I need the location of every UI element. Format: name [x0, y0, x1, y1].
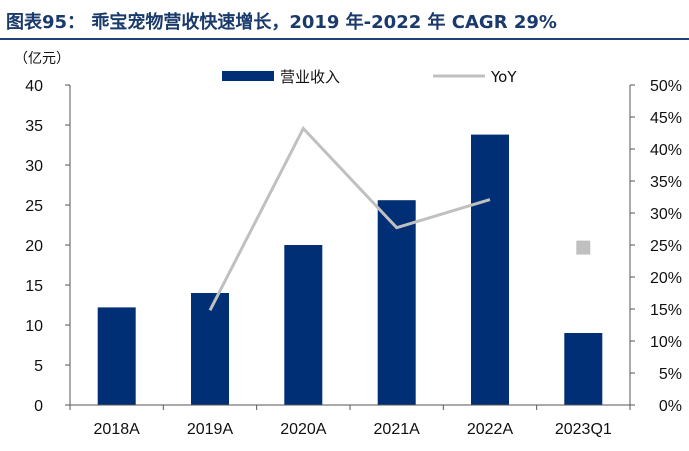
left-tick-label: 0 — [34, 398, 43, 415]
right-tick-label: 35% — [650, 174, 682, 191]
right-tick-label: 30% — [650, 206, 682, 223]
right-tick-label: 0% — [659, 398, 682, 415]
left-tick-label: 30 — [25, 158, 43, 175]
left-tick-label: 40 — [25, 78, 43, 95]
yoy-line — [208, 125, 491, 311]
revenue-bar-2020a — [284, 245, 323, 405]
left-tick-label: 5 — [34, 358, 43, 375]
right-tick-label: 25% — [650, 238, 682, 255]
legend-yoy-label: YoY — [490, 68, 517, 86]
right-tick-label: 45% — [650, 110, 682, 127]
left-tick-label: 25 — [25, 198, 43, 215]
left-tick-label: 20 — [25, 238, 43, 255]
yoy-marker-2023q1 — [576, 240, 591, 255]
legend-revenue-label: 营业收入 — [280, 68, 340, 86]
y-unit-label: （亿元） — [14, 51, 70, 67]
revenue-bar-2023q1 — [564, 333, 603, 405]
revenue-bar-2021a — [377, 200, 416, 405]
x-tick-label: 2022A — [467, 421, 514, 438]
x-tick-label: 2020A — [280, 421, 327, 438]
revenue-bar-2022a — [471, 134, 509, 405]
right-tick-label: 15% — [650, 302, 682, 319]
x-tick-label: 2018A — [94, 421, 141, 438]
chart-title: 图表95： 乖宝宠物营收快速增长，2019 年-2022 年 CAGR 29% — [6, 12, 557, 33]
right-tick-label: 40% — [650, 142, 682, 159]
x-tick-label: 2023Q1 — [555, 421, 612, 438]
left-tick-label: 35 — [25, 118, 43, 135]
plot-area: 0 5 10 15 20 25 30 35 40 0% 5% 10% 15% 20% 25% 30% 35% 40… — [14, 51, 682, 438]
revenue-bar-2019a — [191, 293, 229, 405]
x-tick-label: 2019A — [187, 421, 234, 438]
right-tick-label: 20% — [650, 270, 682, 287]
revenue-bar-2018a — [97, 307, 136, 405]
x-tick-label: 2021A — [374, 421, 421, 438]
legend-revenue-swatch — [222, 71, 274, 81]
title-divider — [0, 38, 689, 40]
left-tick-label: 15 — [25, 278, 43, 295]
right-tick-label: 5% — [659, 366, 682, 383]
right-tick-label: 10% — [650, 334, 682, 351]
right-tick-label: 50% — [650, 78, 682, 95]
left-tick-label: 10 — [25, 318, 43, 335]
